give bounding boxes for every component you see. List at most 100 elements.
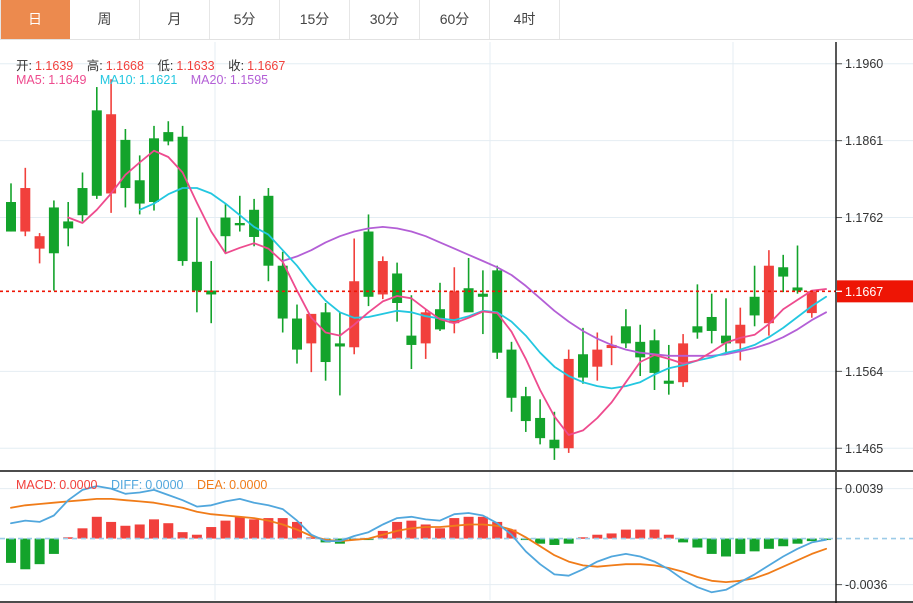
candle-body: [663, 380, 674, 384]
tab-2[interactable]: 月: [140, 0, 210, 39]
moving-average-legend: MA5: 1.1649 MA10: 1.1621 MA20: 1.1595: [16, 73, 271, 87]
candle-body: [635, 341, 646, 358]
candle-body: [177, 136, 188, 262]
period-tab-bar: 日周月 5分 15分 30分 60分 4时: [0, 0, 913, 40]
macd-histogram-bar: [163, 523, 174, 539]
macd-histogram-bar: [191, 534, 202, 539]
candle-body: [449, 291, 460, 324]
candle-body: [549, 439, 560, 449]
tab-3[interactable]: 5分: [210, 0, 280, 39]
macd-histogram-bar: [477, 516, 488, 539]
candle-body: [34, 236, 45, 249]
open-value: 1.1639: [34, 59, 74, 73]
macd-histogram-bar: [463, 516, 474, 539]
candle-body: [806, 291, 817, 314]
tab-7[interactable]: 4时: [490, 0, 560, 39]
macd-histogram-bar: [420, 524, 431, 539]
candle-body: [363, 231, 374, 297]
dea-value: 0.0000: [229, 478, 268, 492]
macd-histogram-bar: [6, 538, 16, 563]
ma10-value: 1.1621: [139, 73, 178, 87]
macd-histogram-bar: [48, 538, 59, 554]
candle-body: [292, 318, 302, 350]
candle-body: [620, 326, 631, 344]
candle-body: [306, 313, 317, 344]
candle-body: [392, 273, 403, 303]
candle-body: [149, 138, 159, 203]
macd-histogram-bar: [120, 525, 131, 539]
candle-body: [721, 335, 731, 344]
chart-stage: 1.1960 1.1861 1.1762 1.1564 1.1465 0.0039 -0.0…: [0, 40, 913, 603]
tab-4[interactable]: 15分: [280, 0, 350, 39]
candle-body: [477, 293, 488, 297]
candle-body: [406, 335, 417, 345]
candle-body: [206, 290, 217, 295]
macd-histogram-bar: [263, 518, 274, 539]
macd-histogram-bar: [435, 528, 445, 539]
macd-histogram-bar: [578, 537, 588, 539]
macd-histogram-bar: [63, 537, 74, 539]
ma5-value: 1.1649: [48, 73, 87, 87]
candle-body: [592, 349, 603, 367]
candle-body: [420, 312, 431, 344]
price-axis-tick-label: 1.1465: [845, 442, 883, 456]
diff-value: 0.0000: [145, 478, 184, 492]
macd-histogram-bar: [77, 528, 88, 539]
macd-histogram-bar: [620, 529, 631, 539]
close-label: 收:: [228, 59, 245, 73]
macd-histogram-bar: [306, 537, 317, 539]
macd-histogram-bar: [91, 516, 102, 539]
price-and-macd-chart[interactable]: 1.1960 1.1861 1.1762 1.1564 1.1465 0.0039 -0.0…: [0, 40, 913, 603]
macd-histogram-bar: [806, 538, 817, 542]
candle-body: [6, 202, 16, 232]
candle-body: [234, 222, 245, 226]
tab-5[interactable]: 30分: [350, 0, 420, 39]
candle-body: [120, 139, 131, 189]
candle-body: [463, 288, 474, 313]
macd-histogram-bar: [20, 538, 31, 570]
macd-histogram-bar: [149, 519, 159, 539]
macd-histogram-bar: [220, 520, 231, 539]
macd-histogram-bar: [406, 520, 417, 539]
price-axis-tick-label: 1.1762: [845, 211, 883, 225]
macd-histogram-bar: [606, 533, 617, 539]
macd-histogram-bar: [206, 527, 217, 539]
candle-body: [706, 316, 717, 331]
candle-body: [349, 281, 360, 348]
ma20-label: MA20:: [190, 73, 227, 87]
candle-body: [778, 267, 789, 277]
macd-histogram-bar: [34, 538, 45, 565]
macd-histogram-bar: [535, 538, 546, 544]
candle-body: [134, 180, 145, 204]
candle-body: [692, 326, 703, 333]
candle-body: [77, 188, 88, 216]
macd-histogram-bar: [134, 524, 145, 539]
candle-body: [606, 344, 617, 349]
price-axis-tick-label: 1.1861: [845, 134, 883, 148]
tab-1[interactable]: 周: [70, 0, 140, 39]
high-value: 1.1668: [105, 59, 144, 73]
macd-histogram-bar: [692, 538, 703, 548]
open-label: 开:: [16, 59, 32, 73]
tab-0[interactable]: 日: [0, 0, 70, 39]
dea-label: DEA:: [196, 478, 227, 492]
price-axis-tick-label: 1.1564: [845, 365, 883, 379]
diff-line: [10, 485, 827, 594]
macd-histogram-bar: [592, 534, 603, 539]
macd-value: 0.0000: [59, 478, 98, 492]
candle-body: [48, 207, 59, 254]
ohlc-legend: 开: 1.1639 高: 1.1668 低: 1.1633 收: 1.1667: [16, 55, 288, 74]
high-label: 高:: [86, 59, 103, 73]
macd-histogram-bar: [663, 534, 674, 539]
dea-line: [10, 497, 827, 583]
tab-6[interactable]: 60分: [420, 0, 490, 39]
ma5-label: MA5:: [16, 73, 46, 87]
candle-body: [106, 114, 117, 194]
candle-body: [20, 188, 31, 232]
macd-histogram-bar: [563, 538, 574, 544]
macd-histogram-bar: [778, 538, 789, 547]
ma5-line: [67, 149, 827, 436]
tab-bar-filler: [560, 0, 913, 39]
macd-histogram-bar: [721, 538, 731, 557]
candle-body: [63, 221, 74, 229]
